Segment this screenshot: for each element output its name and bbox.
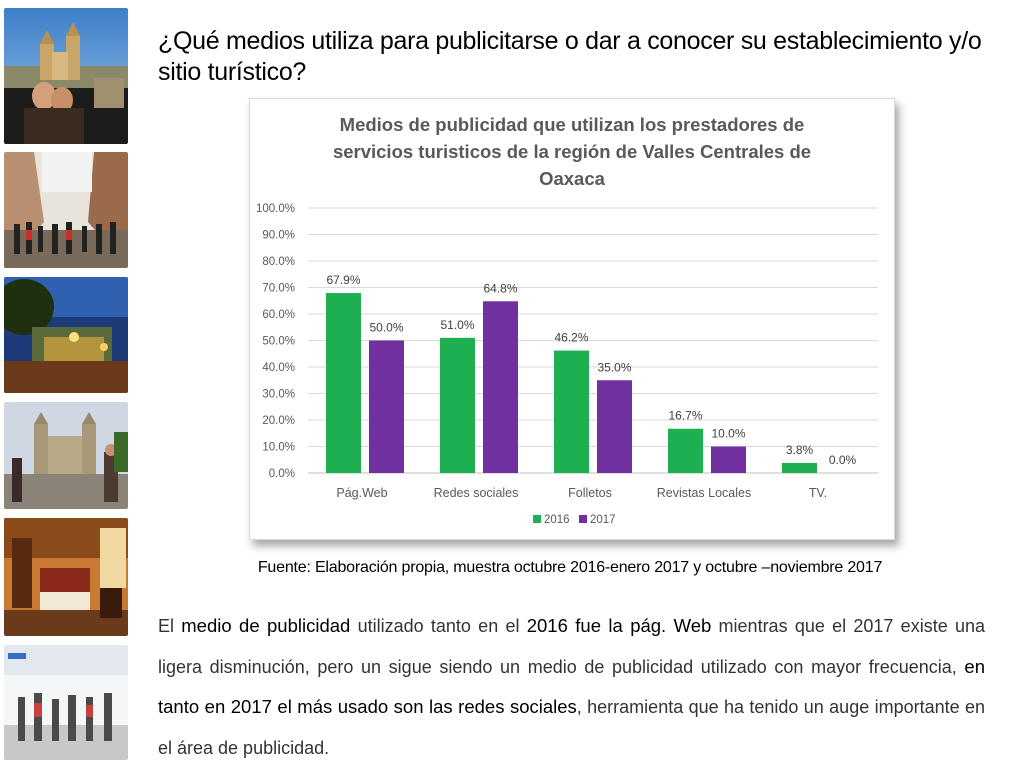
chart-source: Fuente: Elaboración propia, muestra octu… bbox=[257, 559, 883, 576]
chart-title-line: servicios turisticos de la región de Val… bbox=[333, 141, 811, 162]
data-label: 67.9% bbox=[326, 273, 360, 287]
paragraph-text-3: mientras que el 2017 existe una ligera d… bbox=[158, 616, 985, 677]
y-tick-label: 60.0% bbox=[262, 309, 295, 321]
bar-2017-2 bbox=[483, 301, 518, 473]
bar-2016-1 bbox=[326, 293, 361, 473]
legend-swatch-2016 bbox=[533, 515, 541, 523]
data-label: 16.7% bbox=[668, 409, 702, 423]
paragraph-text-2: utilizado tanto en el bbox=[350, 616, 527, 636]
y-tick-label: 100.0% bbox=[256, 203, 295, 215]
paragraph-text-1: El bbox=[158, 616, 182, 636]
legend-label-2016: 2016 bbox=[544, 514, 570, 526]
slide-title: ¿Qué medios utiliza para publicitarse o … bbox=[158, 27, 982, 86]
legend-swatch-2017 bbox=[579, 515, 587, 523]
bar-2016-5 bbox=[782, 462, 817, 473]
x-tick-label: Folletos bbox=[568, 486, 612, 500]
data-label: 35.0% bbox=[597, 360, 631, 374]
y-tick-label: 50.0% bbox=[262, 336, 295, 348]
x-tick-label: Redes sociales bbox=[434, 486, 519, 500]
chart-title-line: Oaxaca bbox=[539, 168, 606, 189]
bar-2017-4 bbox=[711, 446, 746, 473]
y-tick-label: 70.0% bbox=[262, 283, 295, 295]
bar-chart: Medios de publicidad que utilizan los pr… bbox=[256, 114, 878, 526]
data-label: 10.0% bbox=[711, 427, 745, 441]
street-crowd-photo bbox=[4, 152, 128, 268]
data-label: 50.0% bbox=[369, 321, 403, 335]
data-label: 3.8% bbox=[786, 443, 814, 457]
hotel-room-photo bbox=[4, 518, 128, 636]
y-tick-label: 90.0% bbox=[262, 230, 295, 242]
paragraph-emphasis-3: en tanto en 2017 el más usado son las re… bbox=[158, 655, 985, 718]
chart-title-line: Medios de publicidad que utilizan los pr… bbox=[340, 114, 805, 135]
paragraph-text-4: , herramienta que ha tenido un auge impo… bbox=[158, 697, 986, 758]
bar-2016-2 bbox=[440, 337, 475, 473]
oaxaca-cathedral-pool-photo bbox=[4, 8, 128, 144]
bar-2017-3 bbox=[597, 380, 632, 473]
bar-2016-4 bbox=[668, 428, 703, 473]
paragraph-emphasis-2: 2016 fue la pág. Web bbox=[526, 615, 712, 636]
x-tick-label: Revistas Locales bbox=[657, 486, 752, 500]
night-garden-photo bbox=[4, 277, 128, 393]
y-tick-label: 0.0% bbox=[269, 468, 295, 480]
paragraph-emphasis-1: medio de publicidad bbox=[181, 615, 351, 636]
airport-travelers-photo bbox=[4, 645, 128, 760]
data-label: 51.0% bbox=[440, 318, 474, 332]
santo-domingo-church-photo bbox=[4, 402, 128, 509]
x-tick-label: TV. bbox=[809, 486, 827, 500]
data-label: 0.0% bbox=[829, 453, 857, 467]
analysis-paragraph: El medio de publicidad utilizado tanto e… bbox=[158, 606, 985, 768]
legend-label-2017: 2017 bbox=[590, 514, 616, 526]
y-tick-label: 40.0% bbox=[262, 362, 295, 374]
y-tick-label: 80.0% bbox=[262, 256, 295, 268]
bar-2016-3 bbox=[554, 350, 589, 473]
y-tick-label: 30.0% bbox=[262, 389, 295, 401]
chart-container: Medios de publicidad que utilizan los pr… bbox=[249, 98, 895, 540]
y-tick-label: 10.0% bbox=[262, 442, 295, 454]
bar-2017-1 bbox=[369, 340, 404, 473]
data-label: 46.2% bbox=[554, 331, 588, 345]
data-label: 64.8% bbox=[483, 281, 517, 295]
y-tick-label: 20.0% bbox=[262, 415, 295, 427]
x-tick-label: Pág.Web bbox=[336, 486, 387, 500]
